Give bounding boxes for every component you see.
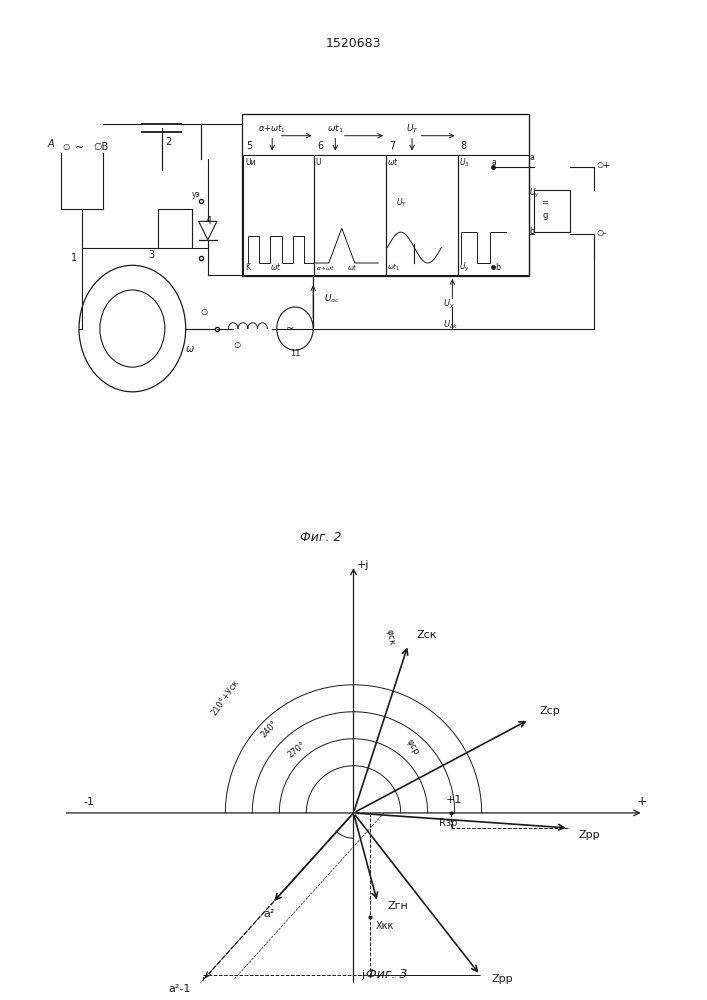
Bar — [534, 190, 570, 232]
Text: U: U — [316, 158, 321, 167]
Text: 270°: 270° — [286, 740, 308, 759]
Bar — [242, 114, 529, 276]
Text: ∅+: ∅+ — [596, 161, 610, 170]
Bar — [315, 155, 386, 275]
Bar — [158, 209, 192, 248]
Text: Zгн: Zгн — [387, 901, 409, 911]
Text: ~: ~ — [286, 324, 294, 334]
Text: $U_y$: $U_y$ — [529, 187, 540, 200]
Text: Zрр: Zрр — [579, 830, 600, 840]
Text: 1520683: 1520683 — [326, 37, 381, 50]
Text: $U_T$: $U_T$ — [396, 196, 407, 209]
Text: 7: 7 — [390, 141, 395, 151]
Text: ∅: ∅ — [62, 143, 69, 152]
Text: g: g — [542, 211, 547, 220]
Text: φск: φск — [385, 629, 397, 646]
Text: -j: -j — [358, 970, 366, 980]
Text: Rзр: Rзр — [439, 818, 457, 828]
Text: Фиг. 3: Фиг. 3 — [366, 968, 408, 981]
Text: $U_y$: $U_y$ — [459, 261, 469, 274]
Text: 240°: 240° — [259, 718, 279, 739]
Text: +: + — [637, 795, 648, 808]
Text: a: a — [529, 153, 534, 162]
Text: 8: 8 — [461, 141, 467, 151]
Text: Zск: Zск — [416, 630, 437, 640]
Text: Zср: Zср — [539, 706, 560, 716]
Text: K: K — [245, 263, 250, 272]
Text: ∅-: ∅- — [596, 229, 607, 238]
Text: $U_y$: $U_y$ — [443, 298, 455, 311]
Text: а²-1: а²-1 — [168, 984, 191, 994]
Text: b: b — [496, 263, 500, 272]
Text: $\omega t$: $\omega t$ — [387, 156, 399, 167]
Text: 1: 1 — [71, 253, 76, 263]
Text: Фиг. 2: Фиг. 2 — [300, 531, 341, 544]
Text: $\alpha$+$\omega t_1$: $\alpha$+$\omega t_1$ — [258, 123, 286, 135]
Text: Zрр: Zрр — [492, 974, 513, 984]
Bar — [457, 155, 529, 275]
Text: ω: ω — [186, 344, 194, 354]
Text: а²: а² — [263, 909, 274, 919]
Text: 11: 11 — [290, 349, 300, 358]
Text: φср: φср — [404, 738, 420, 757]
Text: $\omega t_1$: $\omega t_1$ — [327, 123, 344, 135]
Text: $\omega t$: $\omega t$ — [270, 261, 282, 272]
Text: ∅: ∅ — [233, 341, 240, 350]
Text: $\alpha$+$\omega t$: $\alpha$+$\omega t$ — [316, 264, 335, 272]
Text: $\omega t$: $\omega t$ — [347, 262, 358, 272]
Text: +j: +j — [357, 560, 369, 570]
Text: -1: -1 — [83, 797, 95, 807]
Text: уэ: уэ — [192, 190, 201, 199]
Text: A: A — [48, 139, 54, 149]
Text: +1: +1 — [446, 795, 462, 805]
Text: $U_{oc}$: $U_{oc}$ — [325, 293, 340, 305]
Text: $U_T$: $U_T$ — [406, 123, 419, 135]
Text: 4: 4 — [205, 216, 211, 226]
Text: ∅: ∅ — [201, 308, 208, 317]
Text: Xкк: Xкк — [375, 921, 394, 931]
Text: ∅B: ∅B — [93, 142, 109, 152]
Text: 5: 5 — [246, 141, 252, 151]
Text: $U_{\delta k}$: $U_{\delta k}$ — [443, 318, 459, 331]
Text: 6: 6 — [317, 141, 324, 151]
Bar — [386, 155, 457, 275]
Text: ~: ~ — [75, 143, 84, 153]
Text: $\omega t_1$: $\omega t_1$ — [387, 262, 401, 273]
Text: 2: 2 — [165, 137, 171, 147]
Text: Uи: Uи — [245, 158, 255, 167]
Text: =: = — [541, 198, 548, 207]
Text: a: a — [491, 158, 496, 167]
Text: 210°+Уск: 210°+Уск — [210, 678, 241, 717]
Text: $U_3$: $U_3$ — [459, 156, 469, 169]
Text: 3: 3 — [148, 250, 155, 260]
Bar — [243, 155, 315, 275]
Text: b: b — [529, 227, 534, 236]
